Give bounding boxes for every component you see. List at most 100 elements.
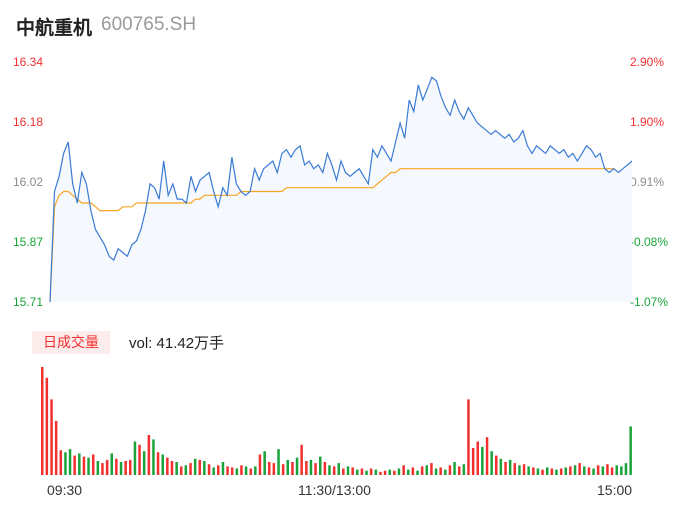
volume-bar [481,446,484,475]
volume-bar [383,470,387,475]
volume-bar [319,456,322,475]
volume-bar [624,463,628,475]
volume-bar [184,465,188,475]
volume-bar [235,468,239,475]
volume-bar [448,465,452,475]
volume-bar [434,468,438,475]
volume-bar [189,463,192,475]
volume-bar [68,449,72,475]
volume-bar [587,467,591,475]
volume-bar [92,454,95,475]
volume-bar [119,462,123,475]
volume-bar [388,469,391,475]
volume-bar [300,444,303,475]
stock-code: 600765.SH [101,14,197,35]
volume-bar [508,459,512,475]
volume-bar [277,449,280,475]
pct-tick-4: -0.08% [630,235,669,249]
volume-bar [458,466,461,475]
volume-bar [476,441,479,475]
volume-bar [198,459,201,475]
volume-bar [314,463,317,475]
price-line [49,76,633,303]
volume-bar [203,461,206,475]
volume-bar [272,463,276,475]
volume-bar [212,467,215,475]
volume-bar [379,471,382,475]
volume-bar [402,465,405,475]
volume-bar [180,466,183,475]
volume-bar [365,470,368,475]
volume-bar [420,466,424,475]
volume-bar [328,465,331,475]
volume-bar [573,465,577,475]
volume-bar [175,462,178,475]
volume-bar [527,466,530,475]
volume-bar [342,468,345,475]
volume-bar [369,468,373,475]
volume-bar [411,467,415,475]
volume-bar [78,453,81,475]
volume-bar [254,466,257,475]
volume-bar [41,367,44,475]
volume-bar [295,457,299,475]
pct-tick-3: 0.91% [630,175,665,189]
volume-bar [439,467,442,475]
volume-bar [596,465,600,475]
volume-bar [124,461,127,475]
volume-bar [87,457,90,475]
volume-bar [221,462,225,475]
volume-bar [444,469,447,475]
volume-bar [629,426,632,475]
volume-bar [147,435,151,475]
volume-bar [522,464,526,475]
volume-bar [606,464,609,475]
volume-bar [258,454,262,475]
volume-bar [416,470,419,475]
volume-bar [495,455,498,475]
price-tick-4: 15.87 [13,235,44,249]
volume-bar [73,455,76,475]
volume-bar [207,464,211,475]
volume-bar [620,466,623,475]
volume-bar [536,468,540,475]
volume-bar [323,462,327,475]
volume-badge[interactable]: 日成交量 [32,331,110,354]
volume-bar [240,465,243,475]
volume-bar [569,466,572,475]
volume-bar [115,458,118,475]
volume-bar [513,463,516,475]
volume-bar [82,456,86,475]
volume-bar [499,458,503,475]
volume-bar [578,463,581,475]
price-area [50,77,632,302]
volume-bar [360,468,364,475]
volume-bar [193,458,197,475]
volume-bar [356,469,359,475]
volume-bar [504,462,507,475]
volume-bar [351,467,354,475]
volume-bar [291,462,294,475]
volume-bar [374,469,378,475]
volume-bar [541,469,544,475]
volume-bar [610,467,614,475]
volume-bar [615,465,618,475]
volume-bar [546,467,549,475]
volume-bar [462,464,466,475]
volume-bar [583,466,586,475]
volume-bar [161,454,164,475]
volume-bar [138,444,141,475]
average-price-line [49,168,614,303]
price-tick-3: 16.02 [13,175,44,189]
volume-bar [532,467,535,475]
volume-bar [96,461,100,475]
volume-bar [305,461,308,475]
volume-bar [559,468,563,475]
time-close: 15:00 [597,482,633,498]
volume-bar [309,459,313,475]
volume-bar [230,467,234,475]
volume-bar [110,453,113,475]
volume-bar [564,467,567,475]
volume-bar [50,399,53,475]
